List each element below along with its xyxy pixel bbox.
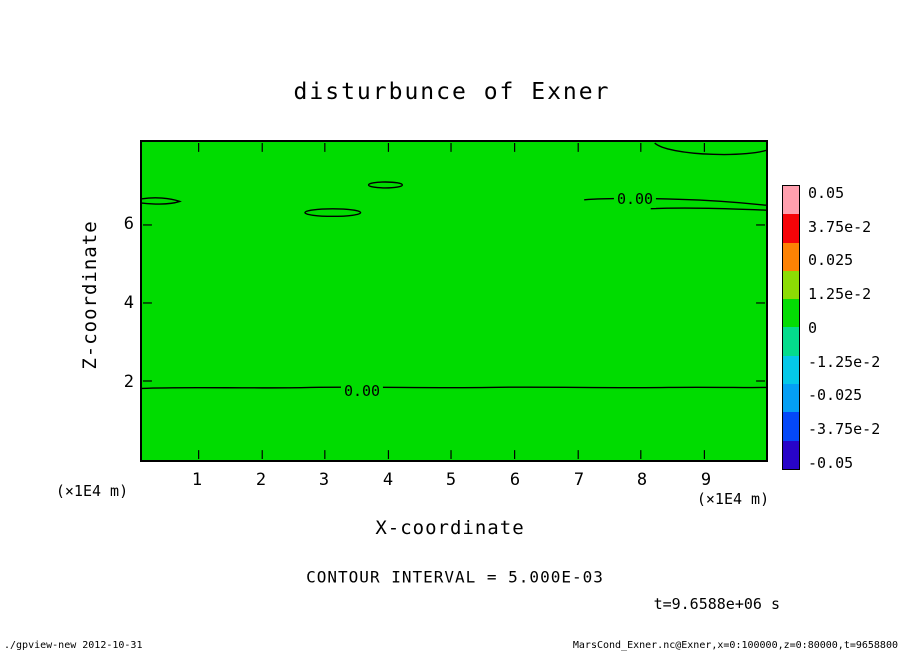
colorbar-segment bbox=[783, 440, 799, 469]
colorbar-segment bbox=[783, 299, 799, 328]
colorbar-segment bbox=[783, 214, 799, 243]
colorbar-segment bbox=[783, 242, 799, 271]
colorbar-label: -3.75e-2 bbox=[808, 420, 881, 438]
x-tick-label: 2 bbox=[255, 470, 267, 490]
contour-line-label: 0.00 bbox=[613, 190, 657, 208]
x-tick-label: 9 bbox=[700, 470, 712, 490]
colorbar-segment bbox=[783, 355, 799, 385]
contour-lines bbox=[142, 142, 766, 460]
colorbar-segment bbox=[783, 327, 799, 356]
colorbar-label: -0.025 bbox=[808, 386, 863, 404]
y-axis-label: Z-coordinate bbox=[79, 220, 101, 370]
colorbar-label: 3.75e-2 bbox=[808, 218, 872, 236]
y-tick-label: 6 bbox=[123, 214, 134, 234]
x-tick-label: 5 bbox=[445, 470, 457, 490]
x-tick-label: 8 bbox=[636, 470, 648, 490]
colorbar-label: -0.05 bbox=[808, 454, 854, 472]
colorbar-label: 0.025 bbox=[808, 251, 854, 269]
x-tick-label: 4 bbox=[382, 470, 394, 490]
plot-area: 0.00 0.00 bbox=[140, 140, 768, 462]
x-tick-label: 7 bbox=[573, 470, 585, 490]
x-axis-label: X-coordinate bbox=[375, 517, 525, 539]
x-tick-label: 1 bbox=[191, 470, 203, 490]
x-unit-label-left: (×1E4 m) bbox=[55, 482, 129, 500]
colorbar-label: 0.05 bbox=[808, 184, 845, 202]
footer-command-text: ./gpview-new 2012-10-31 bbox=[4, 640, 143, 651]
colorbar-segment bbox=[783, 412, 799, 441]
y-tick-label: 4 bbox=[123, 293, 134, 313]
x-unit-label-right: (×1E4 m) bbox=[696, 490, 770, 508]
x-tick-label: 6 bbox=[509, 470, 521, 490]
colorbar-label: -1.25e-2 bbox=[808, 353, 881, 371]
chart-title: disturbunce of Exner bbox=[293, 79, 611, 105]
axis-tick-marks bbox=[142, 142, 766, 460]
x-tick-label: 3 bbox=[318, 470, 330, 490]
colorbar-segment bbox=[783, 270, 799, 300]
y-tick-label: 2 bbox=[123, 372, 134, 392]
footer-file-text: MarsCond_Exner.nc@Exner,x=0:100000,z=0:8… bbox=[572, 640, 898, 651]
time-text: t=9.6588e+06 s bbox=[653, 595, 780, 613]
colorbar bbox=[782, 185, 800, 470]
colorbar-label: 1.25e-2 bbox=[808, 285, 872, 303]
contour-line-label: 0.00 bbox=[340, 382, 384, 400]
contour-interval-text: CONTOUR INTERVAL = 5.000E-03 bbox=[306, 567, 604, 587]
colorbar-segment bbox=[783, 384, 799, 413]
colorbar-segment bbox=[783, 186, 799, 215]
colorbar-label: 0 bbox=[808, 319, 818, 337]
